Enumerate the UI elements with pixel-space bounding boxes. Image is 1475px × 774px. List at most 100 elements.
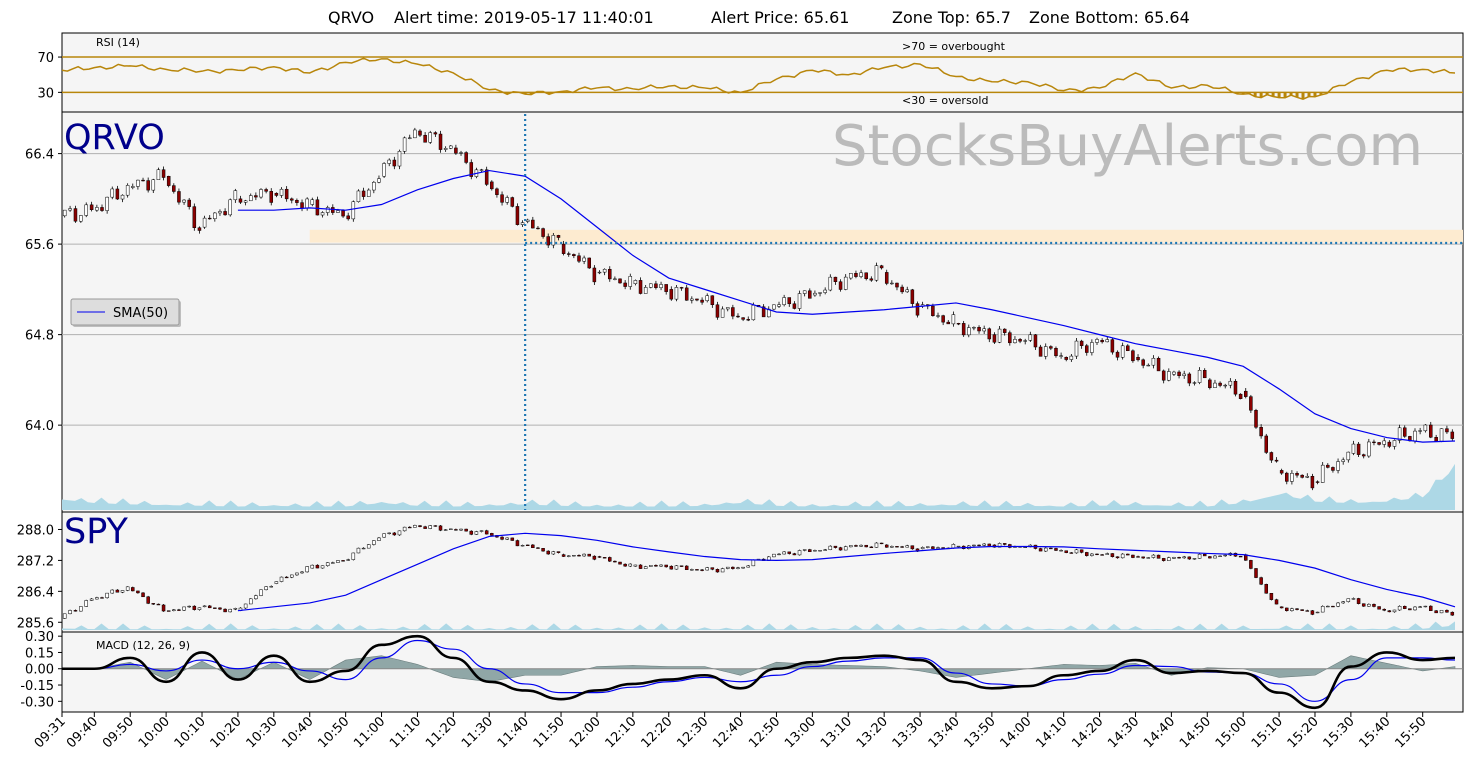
spy-candle [459,528,463,531]
qrvo-candle [772,304,776,310]
spy-candle [613,560,617,563]
macd-ytick-label: -0.30 [20,695,54,710]
qrvo-candle [1336,461,1340,471]
qrvo-candle [751,304,756,321]
qrvo-candle [259,189,263,198]
qrvo-candle [1423,424,1428,432]
spy-candle [141,592,145,598]
spy-candle [1213,555,1217,559]
qrvo-candle [1064,357,1068,360]
spy-candle [110,589,115,594]
spy-candle [664,564,668,568]
qrvo-candle [228,199,232,216]
spy-candle [1249,560,1253,569]
qrvo-candle [633,280,638,284]
qrvo-candle [1331,467,1335,471]
spy-candle [1341,601,1345,604]
qrvo-candle [1249,396,1253,411]
qrvo-candle [1243,390,1248,397]
spy-candle [818,550,822,552]
spy-candle [218,607,222,610]
qrvo-candle [1315,481,1320,483]
qrvo-candle [1397,427,1402,441]
qrvo-candle [895,282,899,288]
qrvo-candle [500,194,504,203]
qrvo-candle [1023,340,1027,342]
spy-candle [131,587,135,592]
spy-candle [100,597,104,599]
spy-candle [977,544,981,547]
macd-ytick-label: 0.00 [25,663,54,678]
spy-candle [325,562,330,566]
spy-candle [233,608,238,610]
spy-candle [464,528,468,532]
spy-candle [879,542,884,545]
spy-candle [1367,603,1371,607]
qrvo-candle [1445,428,1449,433]
qrvo-candle [915,303,920,316]
spy-candle [1049,547,1053,550]
qrvo-candle [618,278,622,284]
qrvo-candle [874,265,879,281]
macd-ytick-label: 0.15 [25,646,54,661]
qrvo-candle [1387,441,1392,447]
x-tick-label: 13:40 [926,714,963,751]
title-zone-top: Zone Top: 65.7 [892,8,1011,27]
spy-candle [346,559,350,561]
spy-candle [331,562,335,564]
x-tick-label: 10:30 [244,714,281,751]
qrvo-candle [566,253,571,255]
qrvo-candle [100,207,104,211]
qrvo-candle [1084,345,1089,353]
spy-candle [792,553,797,556]
qrvo-candle [279,188,284,196]
qrvo-candle [1361,454,1366,457]
spy-candle [387,532,391,534]
spy-candle [582,553,586,557]
spy-candle [690,569,694,571]
spy-candle [305,566,309,573]
spy-candle [1161,558,1166,561]
qrvo-symbol-label: QRVO [64,118,165,158]
spy-candle [166,610,171,612]
qrvo-candle [741,317,745,320]
x-axis: 09:3109:4009:5010:0010:1010:2010:3010:40… [32,712,1430,751]
spy-candle [1450,611,1455,616]
qrvo-candle [1356,443,1361,455]
spy-candle [1218,555,1222,557]
spy-symbol-label: SPY [64,512,129,552]
zone-band [309,229,1463,243]
spy-candle [182,606,186,611]
qrvo-candle [248,195,253,202]
x-tick-label: 09:31 [32,714,69,751]
qrvo-candle [556,235,561,238]
rsi-oversold-note: <30 = oversold [902,94,988,107]
spy-ytick-label: 287.2 [17,554,54,569]
spy-candle [649,565,653,567]
spy-candle [351,552,356,560]
qrvo-candle [325,207,330,213]
spy-candle [1279,606,1284,609]
x-tick-label: 13:30 [890,714,927,751]
spy-candle [1259,577,1263,585]
qrvo-candle [674,287,679,300]
spy-candle [1310,610,1315,615]
qrvo-candle [813,292,817,296]
qrvo-candle [1202,370,1207,379]
spy-candle [1120,553,1125,559]
qrvo-candle [577,255,581,262]
spy-candle [1423,605,1428,608]
spy-candle [910,545,915,550]
spy-candle [1151,554,1156,558]
spy-candle [254,595,258,600]
qrvo-candle [1377,442,1381,445]
sma-legend-label: SMA(50) [113,306,168,321]
qrvo-candle [777,304,781,307]
qrvo-candle [1382,440,1386,445]
qrvo-candle [418,130,422,136]
qrvo-candle [254,195,258,198]
spy-ytick-label: 285.6 [17,616,54,631]
qrvo-candle [1310,476,1315,489]
qrvo-candle [1305,476,1310,478]
